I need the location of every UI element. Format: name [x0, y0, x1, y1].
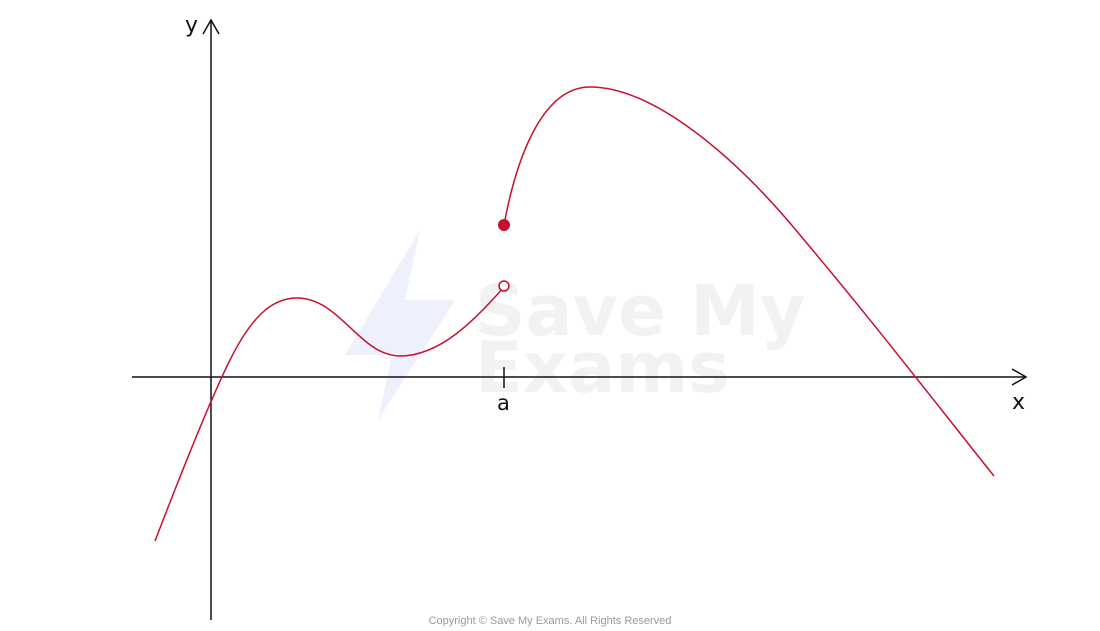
watermark-logo-icon — [345, 230, 455, 420]
copyright-text: Copyright © Save My Exams. All Rights Re… — [429, 615, 672, 627]
tick-label-a: a — [497, 391, 510, 415]
axes — [132, 18, 1028, 620]
curve-left-branch — [154, 286, 505, 542]
y-axis-arrowhead-icon — [202, 18, 220, 35]
open-circle-point — [498, 280, 510, 292]
y-axis-label: y — [185, 13, 198, 38]
filled-circle-point — [498, 219, 510, 231]
curve-right-branch — [503, 86, 995, 477]
x-axis-arrowhead-icon — [1011, 368, 1028, 386]
watermark-line-1: Save My — [475, 270, 805, 352]
watermark-line-2: Exams — [475, 327, 730, 409]
x-axis-label: x — [1012, 390, 1025, 415]
